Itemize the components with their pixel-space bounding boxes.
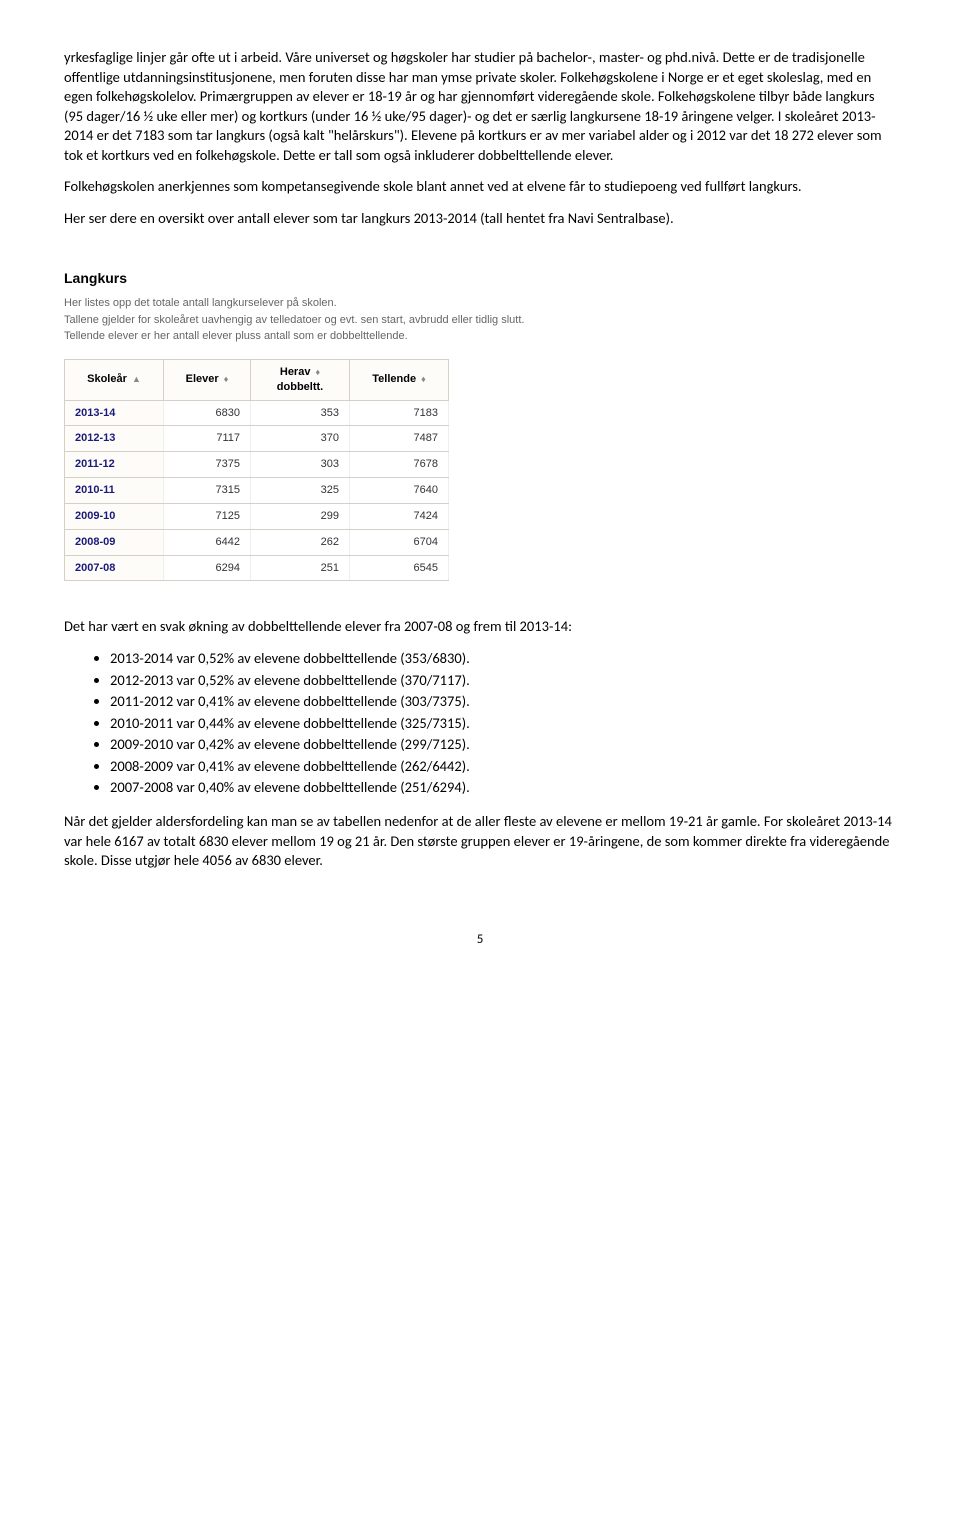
- cell-herav: 303: [251, 452, 350, 478]
- cell-year[interactable]: 2008-09: [65, 529, 164, 555]
- cell-year[interactable]: 2007-08: [65, 555, 164, 581]
- cell-tellende: 6704: [350, 529, 449, 555]
- table-row: 2007-0862942516545: [65, 555, 449, 581]
- sort-asc-icon: ▲: [132, 374, 141, 384]
- table-row: 2012-1371173707487: [65, 426, 449, 452]
- desc-line-2: Tallene gjelder for skoleåret uavhengig …: [64, 314, 524, 326]
- col-tellende[interactable]: Tellende ♦: [350, 359, 449, 400]
- cell-elever: 6294: [164, 555, 251, 581]
- para-5: Når det gjelder aldersfordeling kan man …: [64, 812, 896, 871]
- para-4: Det har vært en svak økning av dobbeltte…: [64, 617, 896, 637]
- cell-herav: 353: [251, 400, 350, 426]
- table-row: 2011-1273753037678: [65, 452, 449, 478]
- list-item: 2013-2014 var 0,52% av elevene dobbeltte…: [110, 649, 896, 669]
- cell-elever: 7117: [164, 426, 251, 452]
- table-row: 2010-1173153257640: [65, 478, 449, 504]
- page-number: 5: [64, 931, 896, 949]
- col-label: Elever: [186, 373, 219, 385]
- cell-elever: 7125: [164, 503, 251, 529]
- cell-herav: 251: [251, 555, 350, 581]
- col-label: Tellende: [372, 373, 416, 385]
- table-header-row: Skoleår ▲ Elever ♦ Herav ♦ dobbeltt. Tel…: [65, 359, 449, 400]
- cell-year[interactable]: 2011-12: [65, 452, 164, 478]
- cell-year[interactable]: 2009-10: [65, 503, 164, 529]
- cell-elever: 7315: [164, 478, 251, 504]
- screenshot-desc: Her listes opp det totale antall langkur…: [64, 295, 896, 345]
- cell-elever: 6442: [164, 529, 251, 555]
- cell-year[interactable]: 2010-11: [65, 478, 164, 504]
- table-row: 2009-1071252997424: [65, 503, 449, 529]
- col-label-l2: dobbeltt.: [277, 381, 323, 393]
- col-elever[interactable]: Elever ♦: [164, 359, 251, 400]
- table-row: 2013-1468303537183: [65, 400, 449, 426]
- col-herav[interactable]: Herav ♦ dobbeltt.: [251, 359, 350, 400]
- list-item: 2008-2009 var 0,41% av elevene dobbeltte…: [110, 757, 896, 777]
- para-2: Folkehøgskolen anerkjennes som kompetans…: [64, 177, 896, 197]
- desc-line-1: Her listes opp det totale antall langkur…: [64, 297, 337, 309]
- col-skoleaar[interactable]: Skoleår ▲: [65, 359, 164, 400]
- langkurs-table: Skoleår ▲ Elever ♦ Herav ♦ dobbeltt. Tel…: [64, 359, 449, 582]
- cell-tellende: 7183: [350, 400, 449, 426]
- cell-elever: 6830: [164, 400, 251, 426]
- para-3: Her ser dere en oversikt over antall ele…: [64, 209, 896, 229]
- cell-tellende: 6545: [350, 555, 449, 581]
- col-label-l1: Herav: [280, 366, 311, 378]
- list-item: 2012-2013 var 0,52% av elevene dobbeltte…: [110, 671, 896, 691]
- cell-elever: 7375: [164, 452, 251, 478]
- desc-line-3: Tellende elever er her antall elever plu…: [64, 330, 408, 342]
- list-item: 2010-2011 var 0,44% av elevene dobbeltte…: [110, 714, 896, 734]
- para-1: yrkesfaglige linjer går ofte ut i arbeid…: [64, 48, 896, 165]
- cell-herav: 299: [251, 503, 350, 529]
- cell-tellende: 7424: [350, 503, 449, 529]
- langkurs-tbody: 2013-14683035371832012-13711737074872011…: [65, 400, 449, 581]
- screenshot-heading: Langkurs: [64, 269, 896, 288]
- cell-tellende: 7487: [350, 426, 449, 452]
- list-item: 2009-2010 var 0,42% av elevene dobbeltte…: [110, 735, 896, 755]
- cell-year[interactable]: 2013-14: [65, 400, 164, 426]
- bullet-list: 2013-2014 var 0,52% av elevene dobbeltte…: [64, 649, 896, 798]
- list-item: 2007-2008 var 0,40% av elevene dobbeltte…: [110, 778, 896, 798]
- cell-tellende: 7678: [350, 452, 449, 478]
- sort-icon: ♦: [421, 374, 426, 384]
- cell-herav: 325: [251, 478, 350, 504]
- langkurs-screenshot: Langkurs Her listes opp det totale antal…: [64, 269, 896, 582]
- cell-herav: 262: [251, 529, 350, 555]
- table-row: 2008-0964422626704: [65, 529, 449, 555]
- cell-tellende: 7640: [350, 478, 449, 504]
- cell-herav: 370: [251, 426, 350, 452]
- sort-icon: ♦: [224, 374, 229, 384]
- col-label: Skoleår: [87, 373, 127, 385]
- sort-icon: ♦: [316, 367, 321, 377]
- cell-year[interactable]: 2012-13: [65, 426, 164, 452]
- list-item: 2011-2012 var 0,41% av elevene dobbeltte…: [110, 692, 896, 712]
